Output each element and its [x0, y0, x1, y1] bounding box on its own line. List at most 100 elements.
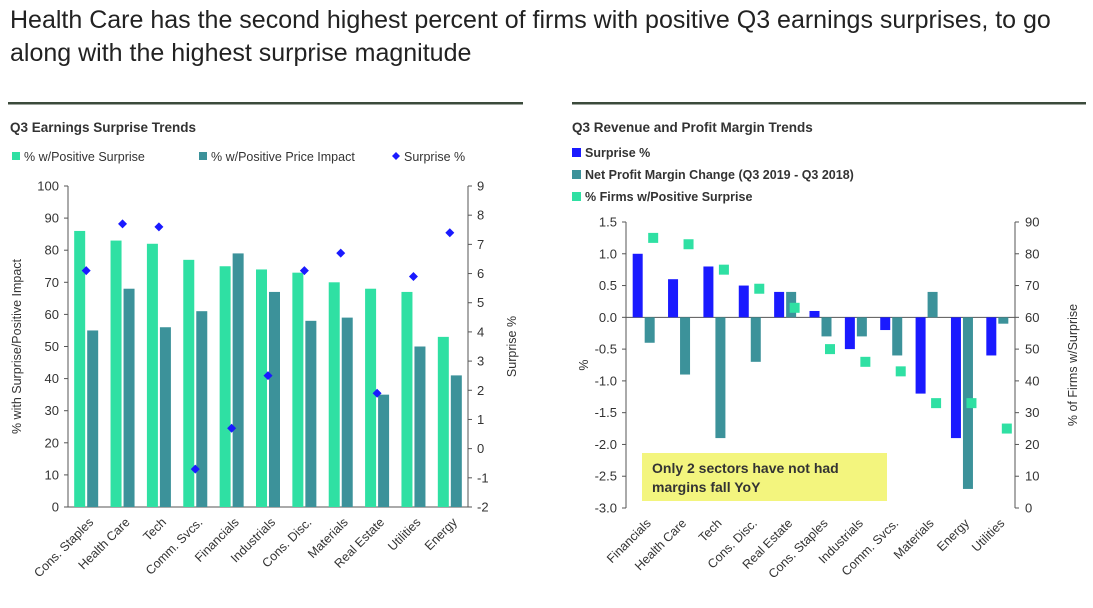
annotation-box — [642, 453, 887, 501]
y-axis-title: % — [577, 359, 591, 370]
bar-net-margin-change — [680, 317, 691, 375]
y2-tick-label: 70 — [1025, 278, 1039, 293]
bar-positive-surprise — [74, 230, 86, 507]
y-tick-label: 1.5 — [599, 215, 617, 230]
annotation-text: Only 2 sectors have not had margins fall … — [652, 460, 839, 495]
marker-firms-positive — [931, 398, 942, 409]
bar-surprise-pct — [880, 317, 891, 331]
legend-firms-positive-label: % Firms w/Positive Surprise — [585, 190, 752, 204]
bar-surprise-pct — [844, 317, 855, 350]
bar-net-margin-change — [750, 317, 761, 362]
marker-firms-positive — [1001, 423, 1012, 434]
bar-net-margin-change — [892, 317, 903, 356]
bar-net-margin-change — [927, 291, 938, 318]
x-tick-label: Energy — [934, 516, 972, 554]
bar-positive-surprise — [328, 282, 340, 507]
marker-firms-positive — [789, 302, 800, 313]
legend-firms-positive-swatch — [572, 192, 581, 201]
earnings-surprise-chart: Q3 Earnings Surprise Trends % w/Positive … — [8, 102, 523, 580]
marker-surprise-pct — [154, 222, 164, 232]
y2-axis-title: % of Firms w/Surprise — [1066, 304, 1080, 426]
y2-tick-label: 40 — [1025, 373, 1039, 388]
bar-price-impact — [232, 253, 244, 507]
y-tick-label: -2.5 — [595, 469, 617, 484]
bar-price-impact — [450, 375, 462, 507]
marker-firms-positive — [895, 366, 906, 377]
bar-price-impact — [87, 330, 99, 507]
marker-firms-positive — [860, 356, 871, 367]
y-tick-label: 0 — [52, 500, 59, 515]
marker-firms-positive — [718, 264, 729, 275]
y-tick-label: 10 — [45, 467, 59, 482]
marker-surprise-pct — [372, 388, 382, 398]
marker-firms-positive — [966, 398, 977, 409]
y2-tick-label: 20 — [1025, 437, 1039, 452]
page-headline: Health Care has the second highest perce… — [10, 6, 1051, 67]
bar-price-impact — [269, 291, 280, 507]
marker-surprise-pct — [81, 266, 91, 276]
y2-tick-label: 10 — [1025, 469, 1039, 484]
x-tick-label: Tech — [140, 515, 169, 544]
legend-label-positive-surprise: % w/Positive Surprise — [24, 150, 145, 164]
marker-firms-positive — [754, 283, 765, 294]
bar-price-impact — [159, 327, 171, 507]
marker-surprise-pct — [227, 423, 237, 433]
chart-title: Q3 Earnings Surprise Trends — [10, 120, 196, 135]
legend-swatch-positive-surprise — [12, 152, 20, 160]
y-tick-label: -1.0 — [595, 373, 617, 388]
bar-surprise-pct — [703, 266, 714, 318]
y2-tick-label: 60 — [1025, 310, 1039, 325]
bar-net-margin-change — [821, 317, 832, 337]
y2-tick-label: 50 — [1025, 342, 1039, 357]
y2-tick-label: 0 — [1025, 501, 1032, 516]
bar-net-margin-change — [998, 317, 1009, 324]
chart-title: Q3 Revenue and Profit Margin Trends — [572, 120, 813, 135]
bar-positive-surprise — [401, 291, 413, 507]
bar-positive-surprise — [365, 288, 377, 507]
bar-net-margin-change — [644, 317, 655, 343]
y2-tick-label: 5 — [477, 295, 484, 310]
bar-positive-surprise — [183, 259, 195, 507]
bar-positive-surprise — [292, 272, 304, 507]
x-tick-label: Utilities — [969, 516, 1007, 554]
marker-surprise-pct — [118, 219, 128, 229]
y2-tick-label: 3 — [477, 354, 484, 369]
legend-marker-surprise-pct — [392, 152, 400, 160]
y2-tick-label: 30 — [1025, 405, 1039, 420]
legend-surprise-pct-label: Surprise % — [585, 146, 650, 160]
y-tick-label: -0.5 — [595, 342, 617, 357]
legend-net-margin-change-label: Net Profit Margin Change (Q3 2019 - Q3 2… — [585, 168, 854, 182]
bar-positive-surprise — [146, 243, 158, 507]
bar-surprise-pct — [915, 317, 926, 394]
marker-surprise-pct — [299, 266, 309, 276]
title-rule — [572, 102, 1086, 105]
y-tick-label: 20 — [45, 435, 59, 450]
annotation-line: margins fall YoY — [652, 479, 761, 495]
marker-surprise-pct — [190, 464, 200, 474]
marker-surprise-pct — [445, 228, 455, 238]
bar-price-impact — [378, 394, 390, 507]
y2-tick-label: 6 — [477, 266, 484, 281]
x-tick-label: Utilities — [385, 515, 423, 553]
bar-price-impact — [305, 320, 317, 507]
bar-positive-surprise — [110, 240, 122, 507]
bar-price-impact — [414, 346, 426, 507]
legend-label-surprise-pct: Surprise % — [404, 150, 465, 164]
y2-tick-label: 80 — [1025, 246, 1039, 261]
y-tick-label: 50 — [45, 339, 59, 354]
bar-surprise-pct — [668, 279, 679, 318]
y-tick-label: 30 — [45, 403, 59, 418]
y-tick-label: -1.5 — [595, 405, 617, 420]
revenue-margin-chart: Q3 Revenue and Profit Margin Trends Surpr… — [572, 102, 1086, 581]
y2-tick-label: 90 — [1025, 215, 1039, 230]
bar-surprise-pct — [738, 285, 749, 318]
bar-net-margin-change — [856, 317, 867, 337]
bar-surprise-pct — [950, 317, 961, 439]
y-tick-label: 60 — [45, 307, 59, 322]
y2-tick-label: 2 — [477, 383, 484, 398]
marker-surprise-pct — [263, 371, 273, 381]
y2-tick-label: 9 — [477, 179, 484, 194]
y2-tick-label: 4 — [477, 324, 484, 339]
marker-firms-positive — [825, 344, 835, 355]
bar-price-impact — [196, 311, 208, 507]
